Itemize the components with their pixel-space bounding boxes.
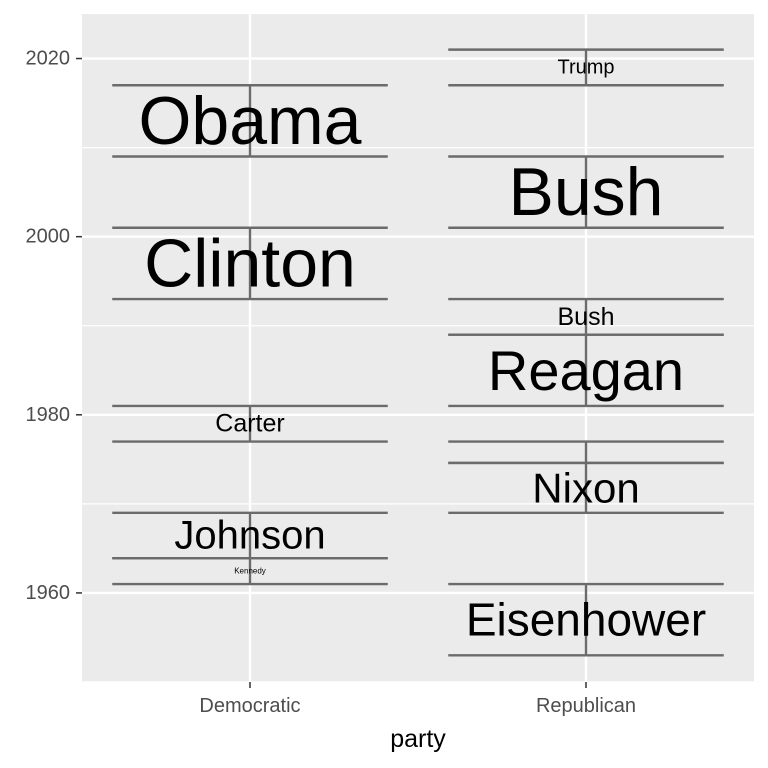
president-name-label: Carter — [215, 410, 284, 438]
president-bar — [112, 226, 388, 301]
y-tick-label: 1960 — [26, 582, 71, 604]
y-axis: 1960 1980 2000 2020 — [26, 48, 82, 604]
y-tick-label: 2020 — [26, 48, 71, 70]
president-bar — [112, 84, 388, 158]
president-name-label: Johnson — [174, 513, 325, 557]
president-bar — [448, 440, 724, 465]
y-tick-label: 1980 — [26, 404, 71, 426]
president-bar — [448, 297, 724, 336]
x-axis: Democratic Republican — [199, 682, 636, 717]
president-name-label: Kennedy — [234, 567, 266, 576]
president-name-label: Nixon — [532, 464, 639, 511]
president-name-label: Reagan — [488, 339, 684, 402]
president-bars — [112, 48, 724, 657]
x-tick-label: Democratic — [199, 695, 300, 717]
president-bar — [448, 582, 724, 657]
president-labels: Eisenhower Kennedy Johnson Nixon Carter Reaga… — [139, 56, 707, 645]
president-bar — [112, 511, 388, 560]
x-tick-label: Republican — [536, 695, 636, 717]
president-name-label: Bush — [509, 154, 664, 230]
president-name-label: Obama — [139, 83, 362, 159]
y-tick-label: 2000 — [26, 226, 71, 248]
president-bar — [448, 48, 724, 87]
president-bar — [448, 155, 724, 229]
president-name-label: Clinton — [144, 225, 356, 301]
president-bar — [112, 404, 388, 443]
panel-background — [82, 14, 754, 682]
president-name-label: Eisenhower — [466, 594, 706, 646]
x-axis-title: party — [390, 725, 446, 753]
president-name-label: Trump — [557, 56, 614, 78]
president-name-label: Bush — [558, 303, 615, 331]
